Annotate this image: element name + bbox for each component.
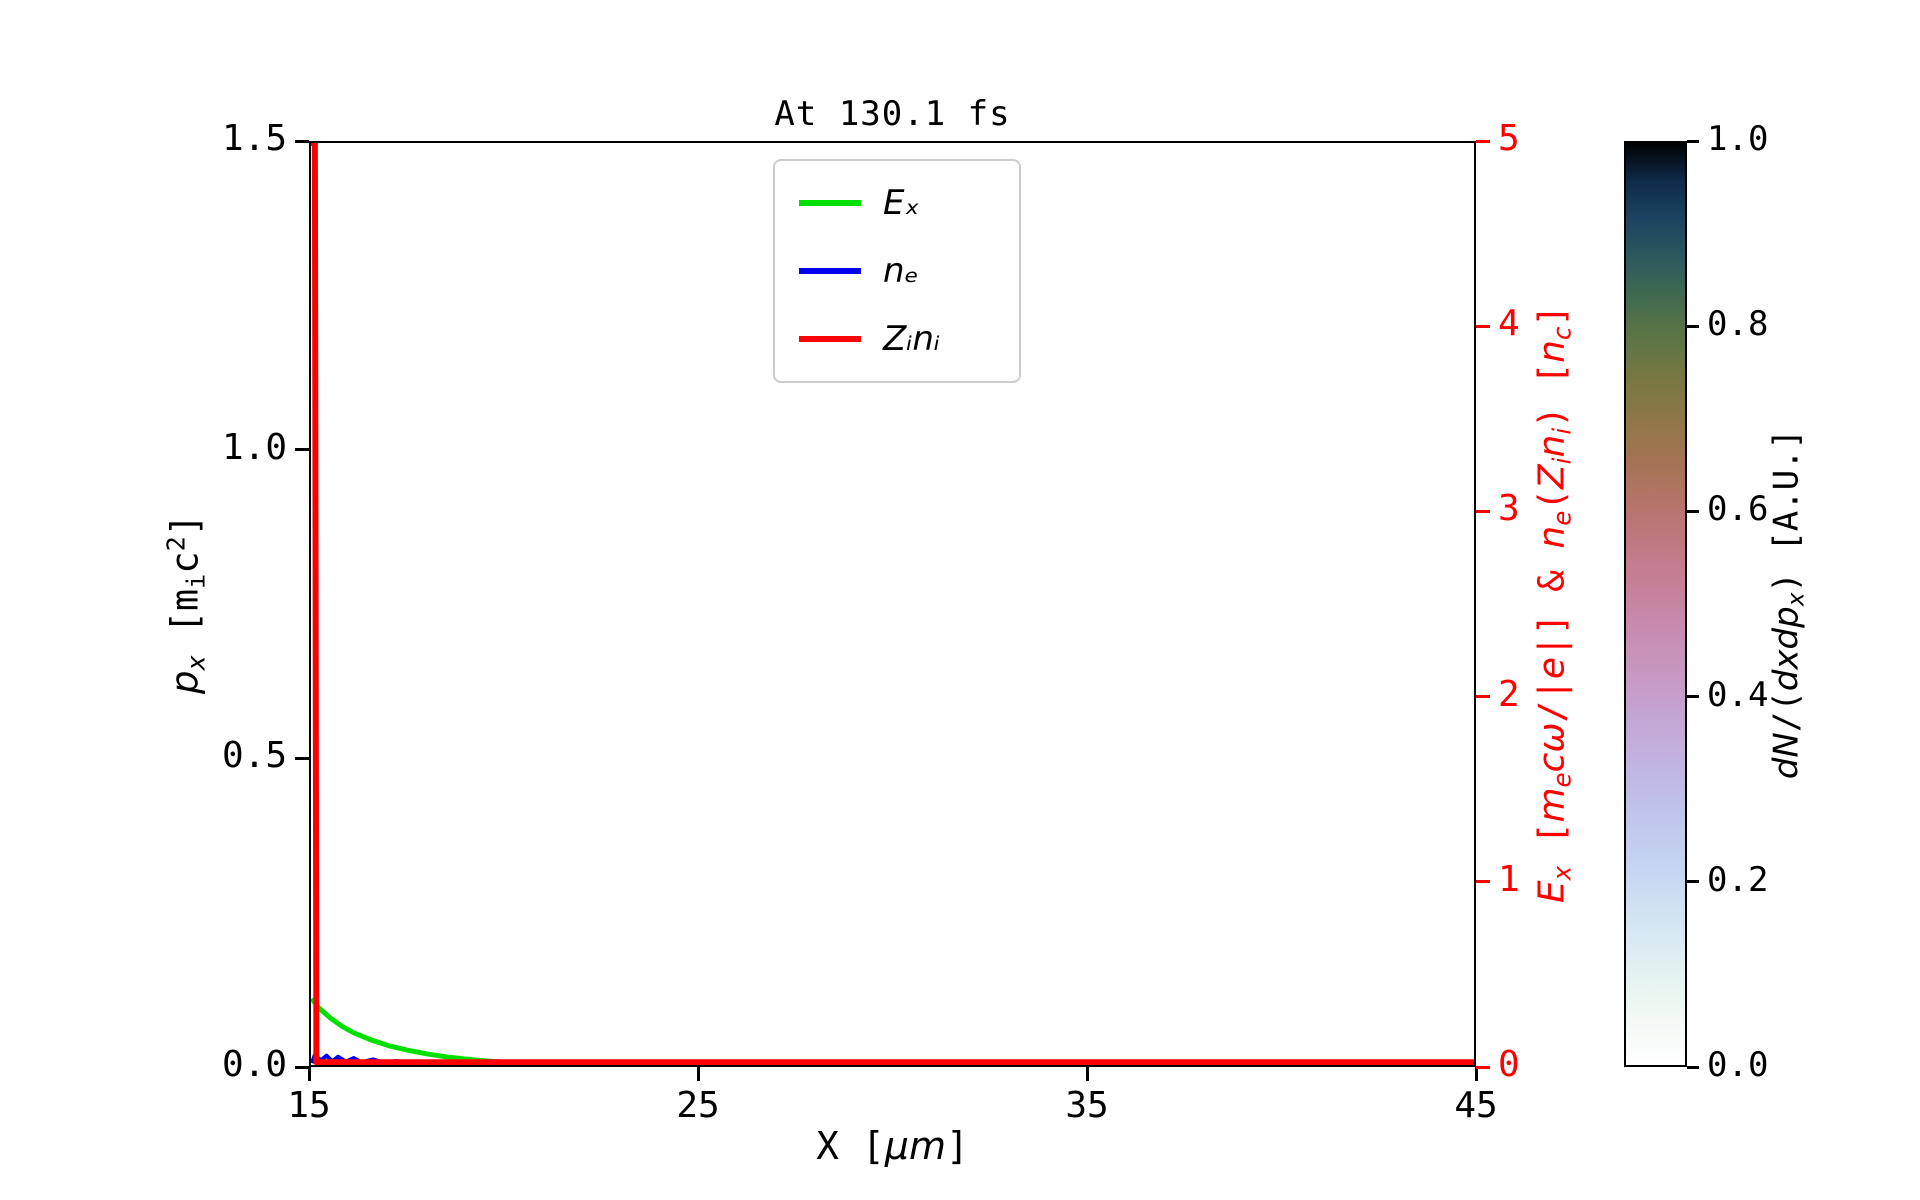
legend-label: Eₓ <box>883 183 920 223</box>
label-segment: |] & <box>1531 548 1573 657</box>
label-segment: x <box>1783 592 1810 607</box>
label-segment: m <box>1531 787 1573 823</box>
y-left-tick-label: 0.5 <box>221 735 287 777</box>
x-axis-label: X [μm] <box>309 1124 1476 1168</box>
y-right-tick-label: 1 <box>1498 858 1520 900</box>
y-left-tick-mark <box>295 756 309 760</box>
colorbar-tick-label: 0.6 <box>1707 489 1769 530</box>
plot-title: At 130.1 fs <box>774 94 1011 134</box>
label-segment: X [ <box>816 1124 885 1168</box>
legend-entry-Zini: Zᵢnᵢ <box>775 305 1019 373</box>
label-segment: c <box>163 551 207 574</box>
label-segment: x <box>181 655 211 671</box>
label-segment: ] <box>163 513 207 537</box>
y-left-tick-label: 1.0 <box>221 426 287 468</box>
y-right-tick-mark <box>1476 1065 1490 1069</box>
y-right-tick-label: 2 <box>1498 673 1520 715</box>
y-right-tick-mark <box>1476 880 1490 884</box>
legend-label: nₑ <box>883 251 919 291</box>
legend-entry-Ex: Eₓ <box>775 169 1019 237</box>
label-segment: c <box>1531 752 1573 773</box>
y-left-tick-label: 0.0 <box>221 1044 287 1085</box>
label-segment: e <box>1547 772 1577 788</box>
colorbar-tick-label: 0.4 <box>1707 674 1769 715</box>
y-axis-right-label: Ex [mecω/|e|] & ne(Zini) [nc] <box>1532 305 1577 903</box>
y-right-tick-mark <box>1476 139 1490 143</box>
colorbar-tick-mark <box>1687 509 1699 513</box>
label-segment: n <box>1531 434 1573 458</box>
colorbar-tick-label: 0.2 <box>1707 859 1769 900</box>
label-segment: μm <box>884 1124 946 1168</box>
label-segment: dN <box>1766 732 1807 780</box>
plot-area: Eₓ nₑ Zᵢnᵢ <box>309 141 1476 1067</box>
legend: Eₓ nₑ Zᵢnᵢ <box>773 159 1021 383</box>
label-segment: [ <box>163 611 207 656</box>
x-tick-mark <box>307 1067 311 1081</box>
y-left-tick-mark <box>295 1065 309 1069</box>
series-line-Zini <box>311 143 1474 1065</box>
y-right-tick-mark <box>1476 509 1490 513</box>
x-tick-mark <box>696 1067 700 1081</box>
label-segment: ) [ <box>1531 362 1573 428</box>
y-right-tick-label: 4 <box>1498 303 1520 345</box>
x-tick-label: 25 <box>676 1085 720 1126</box>
y-right-tick-mark <box>1476 695 1490 699</box>
colorbar-gradient <box>1624 141 1687 1067</box>
y-right-tick-label: 3 <box>1498 488 1520 530</box>
label-segment: i <box>1547 427 1577 435</box>
legend-line-swatch <box>799 336 861 342</box>
legend-line-swatch <box>799 200 861 206</box>
y-right-tick-label: 0 <box>1498 1044 1520 1085</box>
x-tick-label: 35 <box>1065 1085 1109 1126</box>
colorbar-tick-label: 0.8 <box>1707 304 1769 345</box>
label-segment: i <box>1547 457 1577 465</box>
y-right-tick-label: 5 <box>1498 118 1520 159</box>
x-tick-mark <box>1085 1067 1089 1081</box>
colorbar-tick-mark <box>1687 695 1699 699</box>
colorbar-label: dN/(dxdpx) [A.U.] <box>1766 429 1809 779</box>
legend-entry-ne: nₑ <box>775 237 1019 305</box>
colorbar-tick-mark <box>1687 1065 1699 1069</box>
legend-label: Zᵢnᵢ <box>883 319 940 359</box>
plot-canvas <box>311 143 1474 1065</box>
label-segment: ω <box>1531 722 1573 753</box>
y-left-tick-mark <box>295 448 309 452</box>
legend-line-swatch <box>799 268 861 274</box>
colorbar-tick-label: 0.0 <box>1707 1045 1769 1085</box>
colorbar-tick-label: 1.0 <box>1707 119 1769 159</box>
x-tick-label: 15 <box>287 1085 331 1126</box>
colorbar-tick-mark <box>1687 880 1699 884</box>
label-segment: m <box>163 588 207 612</box>
label-segment: ] <box>945 1124 969 1168</box>
y-axis-left-label: px [mic2] <box>162 514 211 694</box>
series-line-Ex <box>311 997 1474 1065</box>
label-segment: Z <box>1531 464 1573 489</box>
label-segment: i <box>181 573 211 589</box>
y-right-tick-mark <box>1476 324 1490 328</box>
colorbar-tick-mark <box>1687 139 1699 143</box>
colorbar-tick-mark <box>1687 324 1699 328</box>
x-tick-mark <box>1474 1067 1478 1081</box>
label-segment: 2 <box>161 536 191 552</box>
y-left-tick-mark <box>295 139 309 143</box>
x-tick-label: 45 <box>1454 1085 1498 1126</box>
y-left-tick-label: 1.5 <box>221 118 287 159</box>
label-segment: p <box>163 670 207 695</box>
